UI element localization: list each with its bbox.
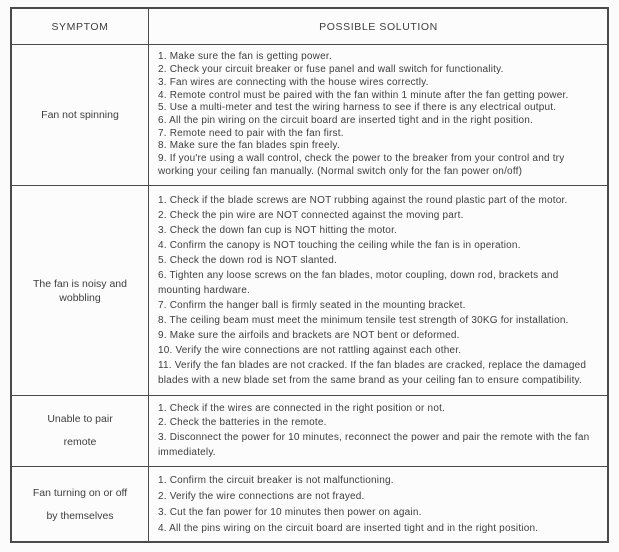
text-line: 3. Cut the fan power for 10 minutes then… (158, 507, 422, 518)
text-line: 1. Confirm the circuit breaker is not ma… (158, 475, 394, 487)
symptom-cell: The fan is noisy and wobbling (12, 186, 149, 395)
troubleshooting-table: SYMPTOM POSSIBLE SOLUTION Fan not spinni… (10, 7, 609, 543)
table-row-unable-to-pair-remote: Unable to pair remote 1. Check if the wir… (12, 395, 607, 466)
text-line: 7. Confirm the hanger ball is firmly sea… (158, 300, 466, 311)
text-line: 9. Make sure the airfoils and brackets a… (158, 330, 460, 341)
solution-steps: 1. Make sure the fan is getting power. 2.… (158, 51, 599, 178)
symptom-cell: Fan not spinning (12, 45, 149, 185)
text-line: 6. Tighten any loose screws on the fan b… (158, 270, 559, 296)
solution-steps: 1. Check if the wires are connected in t… (158, 402, 599, 460)
text-line: 2. Check the batteries in the remote. (158, 417, 327, 429)
text-line: 3. Disconnect the power for 10 minutes, … (158, 432, 590, 458)
text-line: 7. Remote need to pair with the fan firs… (158, 127, 344, 139)
table-header-row: SYMPTOM POSSIBLE SOLUTION (12, 9, 607, 44)
text-line: 1. Make sure the fan is getting power. (158, 51, 332, 63)
text-line: 4. Confirm the canopy is NOT touching th… (158, 240, 521, 251)
text-line: 3. Check the down fan cup is NOT hitting… (158, 225, 398, 236)
solution-cell: 1. Check if the blade screws are NOT rub… (149, 186, 607, 395)
symptom-column-header: SYMPTOM (12, 9, 149, 44)
symptom-cell: Unable to pair remote (12, 396, 149, 466)
text-line: 4. Remote control must be paired with th… (158, 89, 569, 101)
solution-column-header: POSSIBLE SOLUTION (319, 20, 438, 33)
text-line: 1. Check if the blade screws are NOT rub… (158, 195, 568, 206)
solution-steps: 1. Confirm the circuit breaker is not ma… (158, 473, 599, 536)
text-line: 6. All the pin wiring on the circuit boa… (158, 115, 534, 126)
text-line: Fan turning on or off (32, 487, 128, 499)
text-line: wobbling (59, 291, 101, 304)
text-line: 10. Verify the wire connections are not … (158, 345, 462, 356)
symptom-text: Fan turning on or off by themselves (18, 482, 142, 528)
text-line: Unable to pair (47, 413, 113, 425)
symptom-text: Unable to pair remote (18, 408, 142, 454)
solution-cell: 1. Check if the wires are connected in t… (149, 396, 607, 466)
text-line: 8. The ceiling beam must meet the minimu… (158, 315, 569, 326)
table-row-fan-noisy-wobbling: The fan is noisy and wobbling 1. Check if… (12, 185, 607, 395)
text-line: 2. Check the pin wire are NOT connected … (158, 210, 464, 221)
text-line: The fan is noisy and (33, 277, 127, 290)
symptom-text: Fan not spinning (18, 108, 142, 122)
text-line: Fan not spinning (41, 109, 119, 121)
symptom-cell: Fan turning on or off by themselves (12, 467, 149, 543)
text-line: 3. Fan wires are connecting with the hou… (158, 76, 429, 88)
solution-cell: 1. Make sure the fan is getting power. 2.… (149, 45, 607, 185)
solution-cell: 1. Confirm the circuit breaker is not ma… (149, 467, 607, 543)
symptom-text: The fan is noisy and wobbling (18, 277, 142, 305)
text-line: 5. Check the down rod is NOT slanted. (158, 255, 337, 266)
text-line: 5. Use a multi-meter and test the wiring… (158, 102, 557, 114)
text-line: remote (63, 436, 97, 448)
table-row-fan-turning-on-off: Fan turning on or off by themselves 1. Co… (12, 466, 607, 543)
text-line: 8. Make sure the fan blades spin freely. (158, 140, 340, 152)
text-line: 11. Verify the fan blades are not cracke… (158, 360, 587, 386)
text-line: 2. Check your circuit breaker or fuse pa… (158, 64, 504, 76)
text-line: 1. Check if the wires are connected in t… (158, 402, 446, 414)
text-line: 9. If you're using a wall control, check… (158, 153, 565, 177)
text-line: 2. Verify the wire connections are not f… (158, 491, 365, 503)
solution-steps: 1. Check if the blade screws are NOT rub… (158, 193, 599, 388)
text-line: by themselves (46, 510, 114, 522)
table-row-fan-not-spinning: Fan not spinning 1. Make sure the fan is… (12, 44, 607, 185)
text-line: 4. All the pins wiring on the circuit bo… (158, 522, 539, 534)
